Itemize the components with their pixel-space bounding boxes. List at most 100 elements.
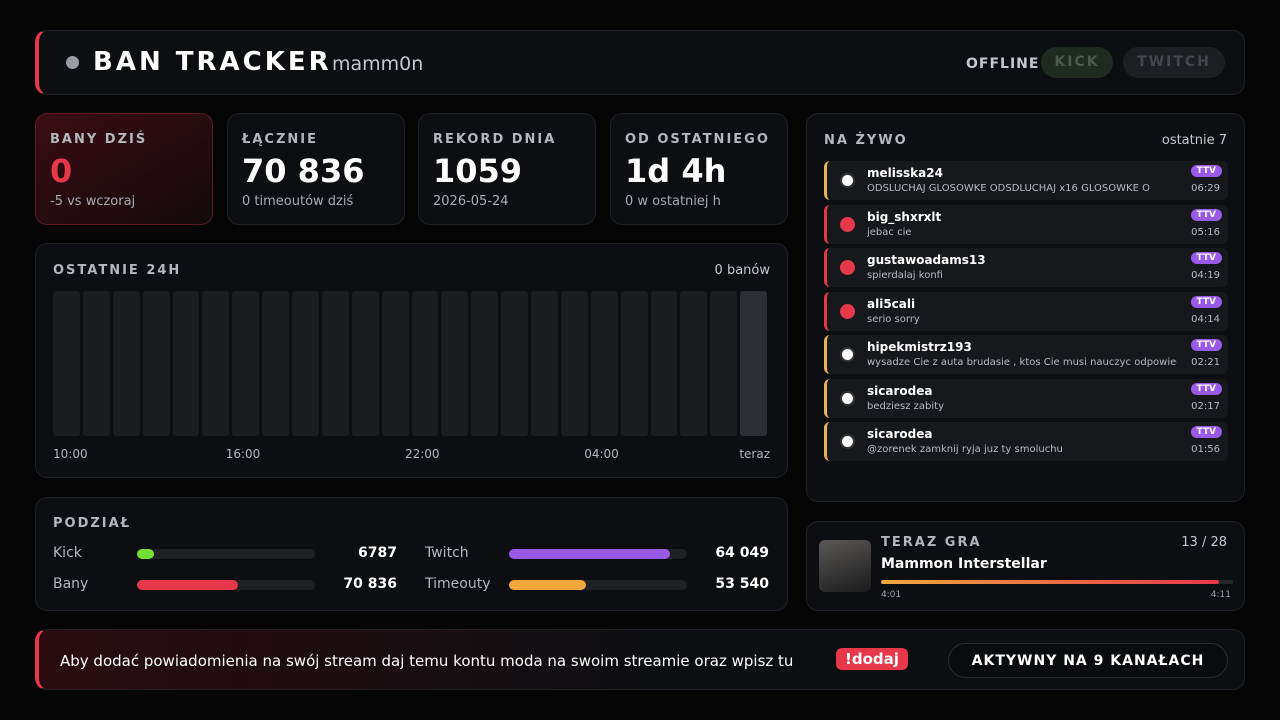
badge: TTV xyxy=(1190,252,1222,264)
stat-label: ŁĄCZNIE xyxy=(242,132,318,147)
split-name: Bany xyxy=(53,576,89,592)
stat-value: 0 xyxy=(50,152,73,190)
bar-track xyxy=(142,291,170,436)
cover xyxy=(819,540,871,592)
footer: Aby dodać powiadomienia na swój stream d… xyxy=(35,629,1245,690)
split-track xyxy=(509,549,687,559)
elapsed: 4:01 xyxy=(881,590,902,600)
user: big_shxrxlt xyxy=(867,209,942,224)
bar-track xyxy=(53,291,80,436)
badge: TTV xyxy=(1190,339,1222,351)
message: bedziesz zabity xyxy=(867,400,945,412)
bar-track xyxy=(292,291,319,436)
progress-track xyxy=(881,580,1233,584)
user: hipekmistrz193 xyxy=(867,340,972,354)
time: 01:56 xyxy=(1191,444,1220,455)
bar-track xyxy=(232,291,260,436)
badge: TTV xyxy=(1190,208,1222,221)
time: 06:29 xyxy=(1191,183,1220,194)
time: 02:17 xyxy=(1191,400,1220,412)
user: sicarodea xyxy=(867,383,933,398)
status-dot xyxy=(66,56,79,69)
timeout-icon xyxy=(840,173,855,188)
time: 04:14 xyxy=(1191,313,1220,325)
bar-track xyxy=(441,291,469,436)
stat-sub: -5 vs wczoraj xyxy=(50,194,136,209)
status: OFFLINE xyxy=(966,56,1040,72)
live-summary: ostatnie 7 xyxy=(1161,133,1227,148)
split-track xyxy=(137,580,315,590)
split-value: 6787 xyxy=(358,545,397,561)
feed-item: sicarodea @zorenek zamknij ryja juz ty sm… xyxy=(824,422,1228,461)
feed-item: melisska24 ODSLUCHAJ GLOSOWKE ODSDLUCHAJ … xyxy=(824,161,1228,200)
time: 02:21 xyxy=(1191,357,1220,368)
live-panel: NA ŻYWO ostatnie 7 melisska24 ODSLUCHAJ G… xyxy=(806,113,1245,502)
message: wysadze Cie z auta brudasie , ktos Cie m… xyxy=(867,357,1177,368)
bar-track xyxy=(590,291,618,436)
split-bar xyxy=(137,549,155,559)
bar-track xyxy=(650,291,678,436)
bar-track xyxy=(471,291,499,436)
bar-track xyxy=(680,291,708,436)
active-channels: AKTYWNY NA 9 KANAŁACH xyxy=(948,643,1228,678)
badge: TTV xyxy=(1190,382,1222,395)
chart-title: OSTATNIE 24H xyxy=(53,263,182,278)
stat-label: OD OSTATNIEGO xyxy=(625,132,770,147)
stat-value: 1d 4h xyxy=(625,152,727,190)
channel: mamm0n xyxy=(332,53,424,75)
split-bar xyxy=(509,580,586,590)
user: melisska24 xyxy=(867,166,943,180)
timeout-icon xyxy=(840,434,855,449)
split-panel: PODZIAŁ Kick 6787 Twitch 64 049 Bany 70 836 Ti… xyxy=(35,497,788,611)
split-track xyxy=(137,549,315,559)
split-value: 64 049 xyxy=(715,545,769,561)
bar-track xyxy=(351,291,379,436)
feed-item: gustawoadams13 spierdalaj konfi TTV 04:19 xyxy=(824,248,1228,287)
bar-track xyxy=(172,291,200,436)
bar-track xyxy=(321,291,349,436)
kick-button[interactable]: KICK xyxy=(1041,47,1113,78)
feed-item: ali5cali serio sorry TTV 04:14 xyxy=(824,291,1228,331)
stat-card: BANY DZIŚ 0 -5 vs wczoraj xyxy=(35,113,213,225)
stat-label: REKORD DNIA xyxy=(433,132,557,147)
badge: TTV xyxy=(1190,426,1222,438)
song: Mammon Interstellar xyxy=(881,556,1047,572)
bar-track xyxy=(710,291,738,436)
bar-track xyxy=(740,291,767,436)
split-name: Twitch xyxy=(425,545,469,561)
bar-track xyxy=(202,291,230,436)
x-label: teraz xyxy=(739,447,770,461)
title: BAN TRACKER xyxy=(93,47,332,77)
split-bar xyxy=(509,549,670,559)
user: ali5cali xyxy=(867,296,916,311)
bar-track xyxy=(112,291,140,436)
ban-icon xyxy=(840,216,855,232)
ban-icon xyxy=(840,260,855,275)
message: ODSLUCHAJ GLOSOWKE ODSDLUCHAJ x16 GLOSOW… xyxy=(867,183,1150,194)
message: @zorenek zamknij ryja juz ty smoluchu xyxy=(867,444,1063,455)
bar-track xyxy=(501,291,528,436)
chart-subtitle: 0 banów xyxy=(714,263,770,278)
message: serio sorry xyxy=(867,313,920,325)
stat-sub: 0 w ostatniej h xyxy=(625,194,721,209)
message: spierdalaj konfi xyxy=(867,270,943,281)
chart-panel: OSTATNIE 24H 0 banów 10:00 16:00 22:00 04:0… xyxy=(35,243,788,478)
split-value: 70 836 xyxy=(343,576,397,592)
bar-track xyxy=(411,291,439,436)
x-label: 22:00 xyxy=(404,447,440,461)
command[interactable]: !dodaj xyxy=(836,648,908,670)
duration: 4:11 xyxy=(1210,590,1231,600)
time: 05:16 xyxy=(1191,226,1220,238)
progress-fill xyxy=(881,580,1219,584)
feed-item: big_shxrxlt jebac cie TTV 05:16 xyxy=(824,204,1228,244)
bar-track xyxy=(560,291,588,436)
split-track xyxy=(509,580,687,590)
twitch-button[interactable]: TWITCH xyxy=(1123,47,1225,78)
x-label: 16:00 xyxy=(225,447,261,461)
bar-track xyxy=(381,291,409,436)
split-value: 53 540 xyxy=(715,576,769,592)
stat-card: REKORD DNIA 1059 2026-05-24 xyxy=(418,113,596,225)
stat-sub: 2026-05-24 xyxy=(433,194,509,209)
split-name: Kick xyxy=(53,545,82,561)
